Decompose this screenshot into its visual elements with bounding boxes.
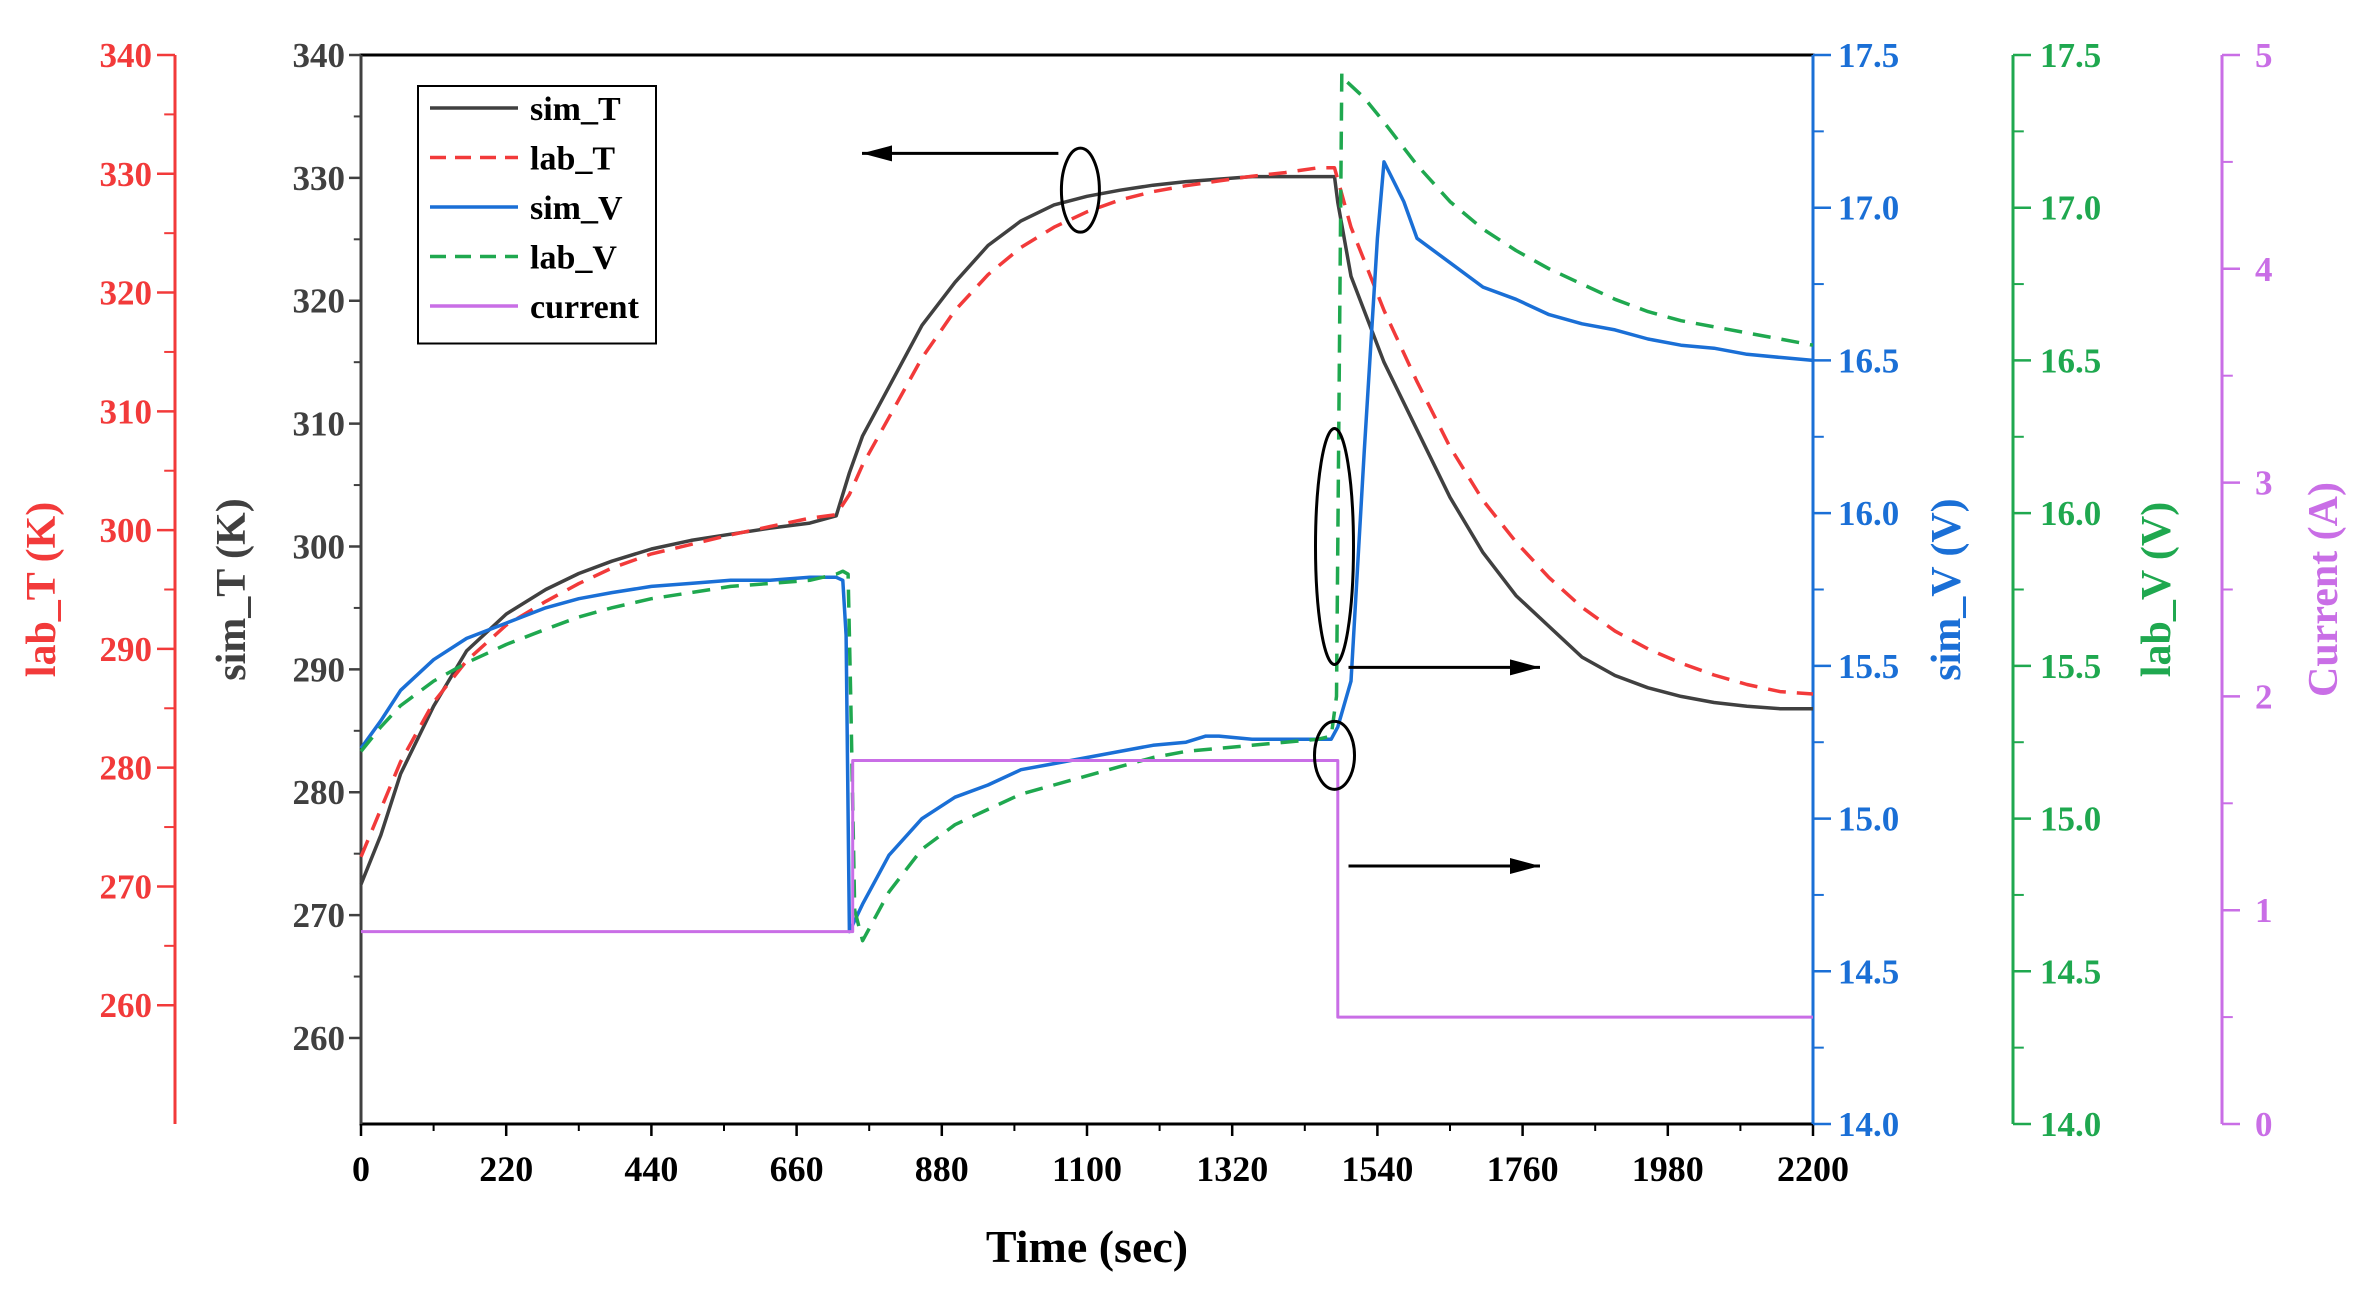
annotations-layer <box>862 145 1540 874</box>
series-lab-V <box>359 71 1814 943</box>
right-lab-v-tick-label: 14.0 <box>2040 1105 2101 1144</box>
legend-label-lab-T: lab_T <box>530 141 615 178</box>
annotation-ellipse-voltage <box>1314 426 1355 666</box>
legend-label-sim-V: sim_V <box>530 190 623 227</box>
left-outer-tick-label: 320 <box>100 274 153 313</box>
annotation-arrow-voltage-head <box>1510 659 1540 676</box>
series-layer <box>359 71 1814 1019</box>
right-sim-v-tick-label: 16.5 <box>1838 341 1899 380</box>
left-outer-tick-label: 260 <box>100 986 153 1025</box>
x-tick-label: 1760 <box>1487 1149 1559 1189</box>
right-lab-v-axis-title: lab_V (V) <box>2134 502 2180 677</box>
right-current-tick-label: 3 <box>2255 464 2273 503</box>
left-main-tick-label: 300 <box>293 527 346 566</box>
left-main-tick-label: 310 <box>293 405 346 444</box>
left-outer-tick-label: 290 <box>100 630 153 669</box>
series-sim-T <box>359 174 1813 886</box>
x-tick-label: 1320 <box>1196 1149 1268 1189</box>
left-main-tick-label: 330 <box>293 159 346 198</box>
x-tick-label: 1980 <box>1632 1149 1704 1189</box>
annotation-arrow-temperature-head <box>862 145 892 162</box>
left-outer-tick-label: 310 <box>100 392 153 431</box>
left-main-tick-label: 290 <box>293 650 346 689</box>
axes-layer: 0 220 440 660 880 1100 1320 1540 1760 1980 2200Tim… <box>19 36 2347 1272</box>
x-tick-label: 0 <box>352 1149 370 1189</box>
left-outer-tick-label: 280 <box>100 749 153 788</box>
x-tick-label: 2200 <box>1777 1149 1849 1189</box>
legend-label-sim-T: sim_T <box>530 91 621 128</box>
x-tick-label: 1540 <box>1341 1149 1413 1189</box>
left-main-tick-label: 270 <box>293 896 346 935</box>
right-sim-v-tick-label: 16.0 <box>1838 494 1899 533</box>
right-sim-v-tick-label: 17.5 <box>1838 36 1899 75</box>
legend-box <box>417 85 657 345</box>
right-sim-v-tick-label: 17.0 <box>1838 189 1899 228</box>
left-outer-tick-label: 330 <box>100 155 153 194</box>
annotation-arrow-current-head <box>1510 857 1540 874</box>
right-sim-v-axis-title: sim_V (V) <box>1924 498 1970 680</box>
left-outer-axis-title: lab_T (K) <box>19 502 65 677</box>
right-current-tick-label: 2 <box>2255 677 2273 716</box>
right-current-tick-label: 5 <box>2255 36 2273 75</box>
right-lab-v-tick-label: 16.5 <box>2040 341 2101 380</box>
right-lab-v-tick-label: 17.0 <box>2040 189 2101 228</box>
right-sim-v-tick-label: 14.0 <box>1838 1105 1899 1144</box>
x-tick-label: 660 <box>770 1149 824 1189</box>
series-current <box>361 759 1813 1019</box>
x-tick-label: 1100 <box>1052 1149 1122 1189</box>
series-sim-V <box>359 160 1814 934</box>
left-main-tick-label: 320 <box>293 282 346 321</box>
left-outer-tick-label: 300 <box>100 511 153 550</box>
annotation-ellipse-current <box>1313 719 1356 791</box>
right-current-tick-label: 4 <box>2255 250 2273 289</box>
legend-label-lab-V: lab_V <box>530 240 617 277</box>
annotation-ellipse-temperature <box>1059 146 1101 234</box>
right-lab-v-tick-label: 14.5 <box>2040 952 2101 991</box>
x-tick-label: 220 <box>479 1149 533 1189</box>
right-lab-v-tick-label: 16.0 <box>2040 494 2101 533</box>
right-lab-v-tick-label: 15.0 <box>2040 800 2101 839</box>
series-lab-T <box>359 166 1814 858</box>
left-main-axis-title: sim_T (K) <box>209 498 255 680</box>
right-current-tick-label: 0 <box>2255 1105 2273 1144</box>
right-lab-v-tick-label: 15.5 <box>2040 647 2101 686</box>
right-current-axis-title: Current (A) <box>2301 482 2347 697</box>
left-main-tick-label: 260 <box>293 1019 346 1058</box>
left-main-tick-label: 280 <box>293 773 346 812</box>
right-lab-v-tick-label: 17.5 <box>2040 36 2101 75</box>
right-sim-v-tick-label: 15.5 <box>1838 647 1899 686</box>
right-sim-v-tick-label: 15.0 <box>1838 800 1899 839</box>
right-current-tick-label: 1 <box>2255 891 2273 930</box>
x-tick-label: 880 <box>915 1149 969 1189</box>
legend-label-current: current <box>530 289 640 326</box>
x-tick-label: 440 <box>624 1149 678 1189</box>
left-main-tick-label: 340 <box>293 36 346 75</box>
right-sim-v-tick-label: 14.5 <box>1838 952 1899 991</box>
left-outer-tick-label: 340 <box>100 36 153 75</box>
left-outer-tick-label: 270 <box>100 867 153 906</box>
x-axis-title: Time (sec) <box>986 1221 1188 1272</box>
